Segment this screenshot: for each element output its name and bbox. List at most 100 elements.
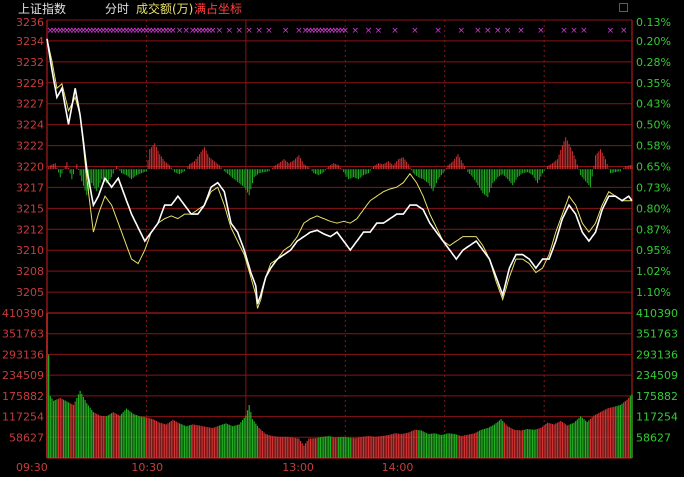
marker-glyph: × bbox=[308, 26, 316, 36]
marker-glyph: × bbox=[335, 26, 343, 36]
marker-glyph: × bbox=[315, 26, 323, 36]
marker-glyph: × bbox=[169, 26, 177, 36]
price-tick-label: 3208 bbox=[16, 265, 44, 278]
marker-glyph: × bbox=[126, 26, 134, 36]
pct-tick-label: 0.73% bbox=[636, 181, 671, 194]
marker-glyph: × bbox=[106, 26, 114, 36]
marker-glyph: × bbox=[110, 26, 118, 36]
window-toggle-icon[interactable] bbox=[619, 3, 628, 12]
marker-glyph: × bbox=[282, 26, 290, 36]
marker-glyph: × bbox=[458, 26, 466, 36]
volume-label: 成交额(万) bbox=[136, 2, 194, 16]
marker-glyph: × bbox=[60, 26, 68, 36]
marker-glyph: × bbox=[255, 26, 263, 36]
volume-tick-label-right: 58627 bbox=[636, 431, 671, 444]
marker-glyph: × bbox=[182, 26, 190, 36]
price-tick-label: 3220 bbox=[16, 161, 44, 174]
marker-glyph: × bbox=[295, 26, 303, 36]
pct-tick-label: 0.20% bbox=[636, 35, 671, 48]
time-tick-label: 13:00 bbox=[282, 461, 314, 474]
pct-tick-label: 0.50% bbox=[636, 119, 671, 132]
time-tick-label: 09:30 bbox=[16, 461, 48, 474]
marker-glyph: × bbox=[143, 26, 151, 36]
pct-tick-label: 0.65% bbox=[636, 161, 671, 174]
marker-glyph: × bbox=[133, 26, 141, 36]
volume-tick-label-right: 234509 bbox=[636, 369, 678, 382]
marker-glyph: × bbox=[146, 26, 154, 36]
marker-glyph: × bbox=[484, 26, 492, 36]
pct-tick-label: 0.35% bbox=[636, 77, 671, 90]
marker-glyph: × bbox=[607, 26, 615, 36]
marker-glyph: × bbox=[189, 26, 197, 36]
marker-glyph: × bbox=[119, 26, 127, 36]
price-tick-label: 3215 bbox=[16, 202, 44, 215]
volume-tick-label-left: 293136 bbox=[2, 348, 44, 361]
pct-tick-label: 0.28% bbox=[636, 56, 671, 69]
marker-glyph: × bbox=[328, 26, 336, 36]
marker-glyph: × bbox=[620, 26, 628, 36]
avg-price-line bbox=[46, 38, 632, 309]
marker-glyph: × bbox=[560, 26, 568, 36]
marker-glyph: × bbox=[129, 26, 137, 36]
coord-mode-label[interactable]: 满占坐标 bbox=[194, 2, 243, 16]
marker-glyph: × bbox=[351, 26, 359, 36]
volume-tick-label-right: 117254 bbox=[636, 411, 678, 424]
volume-tick-label-left: 410390 bbox=[2, 307, 44, 320]
marker-glyph: × bbox=[196, 26, 204, 36]
marker-glyph: × bbox=[136, 26, 144, 36]
marker-glyph: × bbox=[338, 26, 346, 36]
time-tick-label: 10:30 bbox=[131, 461, 163, 474]
marker-glyph: × bbox=[580, 26, 588, 36]
marker-glyph: × bbox=[434, 26, 442, 36]
pct-tick-label: 1.02% bbox=[636, 265, 671, 278]
pct-tick-label: 0.87% bbox=[636, 223, 671, 236]
price-line bbox=[46, 38, 633, 305]
marker-glyph: × bbox=[265, 26, 273, 36]
marker-glyph: × bbox=[113, 26, 121, 36]
volume-tick-label-right: 293136 bbox=[636, 348, 678, 361]
volume-tick-label-right: 410390 bbox=[636, 307, 678, 320]
marker-glyph: × bbox=[411, 26, 419, 36]
marker-glyph: × bbox=[93, 26, 101, 36]
view-mode-label[interactable]: 分时 bbox=[105, 2, 130, 16]
marker-glyph: × bbox=[80, 26, 88, 36]
marker-glyph: × bbox=[156, 26, 164, 36]
marker-glyph: × bbox=[474, 26, 482, 36]
price-tick-label: 3224 bbox=[16, 119, 44, 132]
marker-glyph: × bbox=[322, 26, 330, 36]
price-tick-label: 3212 bbox=[16, 223, 44, 236]
diff-bars bbox=[48, 137, 633, 198]
marker-glyph: × bbox=[216, 26, 224, 36]
marker-glyph: × bbox=[86, 26, 94, 36]
marker-glyph: × bbox=[504, 26, 512, 36]
marker-glyph: × bbox=[100, 26, 108, 36]
marker-glyph: × bbox=[365, 26, 373, 36]
price-tick-label: 3217 bbox=[16, 181, 44, 194]
marker-glyph: × bbox=[325, 26, 333, 36]
pct-tick-label: 0.95% bbox=[636, 244, 671, 257]
marker-glyph: × bbox=[166, 26, 174, 36]
index-name[interactable]: 上证指数 bbox=[18, 2, 67, 16]
marker-glyph: × bbox=[149, 26, 157, 36]
pct-tick-label: 0.13% bbox=[636, 16, 671, 29]
marker-glyph: × bbox=[90, 26, 98, 36]
marker-glyph: × bbox=[103, 26, 111, 36]
marker-glyph: × bbox=[123, 26, 131, 36]
marker-glyph: × bbox=[73, 26, 81, 36]
grid-lines bbox=[46, 19, 633, 459]
price-tick-label: 3227 bbox=[16, 98, 44, 111]
marker-glyph: × bbox=[202, 26, 210, 36]
marker-glyph: × bbox=[245, 26, 253, 36]
marker-glyph: × bbox=[116, 26, 124, 36]
event-markers: ×××××××××××××××××××××××××××××××××××××× × ×… bbox=[47, 26, 628, 36]
volume-tick-label-left: 117254 bbox=[2, 411, 44, 424]
marker-glyph: × bbox=[318, 26, 326, 36]
volume-tick-label-right: 175882 bbox=[636, 390, 678, 403]
marker-glyph: × bbox=[153, 26, 161, 36]
time-tick-label: 14:00 bbox=[382, 461, 414, 474]
marker-glyph: × bbox=[83, 26, 91, 36]
marker-glyph: × bbox=[139, 26, 147, 36]
volume-tick-label-right: 351763 bbox=[636, 328, 678, 341]
marker-glyph: × bbox=[226, 26, 234, 36]
